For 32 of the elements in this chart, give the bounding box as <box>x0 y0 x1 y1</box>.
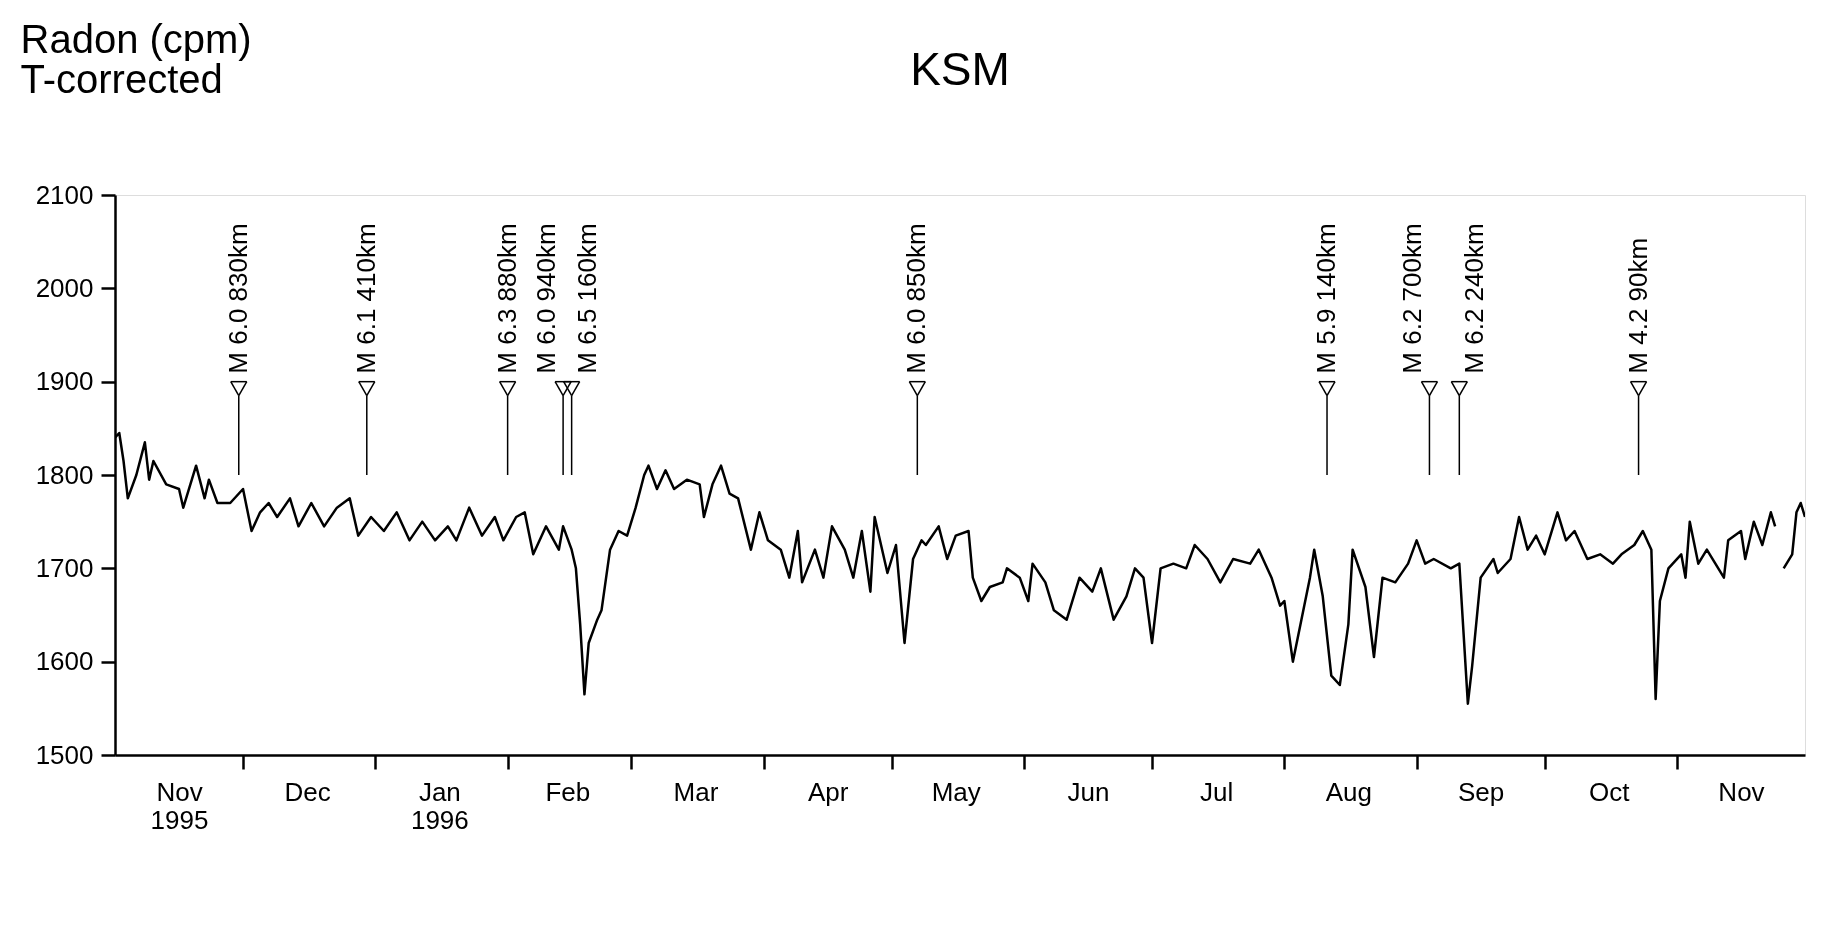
x-tick-label: Dec <box>284 776 331 807</box>
y-tick-label: 1500 <box>35 739 94 770</box>
ref-line-label: M 6.5 160km <box>571 223 602 374</box>
x-tick-label: Apr <box>807 776 849 807</box>
ref-line-label: M 6.2 700km <box>1397 223 1428 374</box>
ref-line-label: M 5.9 140km <box>1311 223 1342 374</box>
ref-line-label: M 4.2 90km <box>1622 237 1653 374</box>
ref-line-label: M 6.0 940km <box>531 223 562 374</box>
x-tick-label: Feb <box>545 776 591 807</box>
x-tick-label: Jan 1996 <box>410 776 469 835</box>
x-tick-label: Sep <box>1458 776 1505 807</box>
x-tick-label: Oct <box>1588 776 1631 807</box>
ref-line-label: M 6.0 830km <box>222 223 253 374</box>
ref-line-label: M 6.2 240km <box>1459 223 1490 374</box>
x-tick-label: Aug <box>1325 776 1372 807</box>
y-tick-label: 2000 <box>35 272 94 303</box>
y-tick-label: 2100 <box>35 179 94 210</box>
ref-line-label: M 6.3 880km <box>491 223 522 374</box>
x-tick-label: Mar <box>673 776 719 807</box>
y-tick-label: 1800 <box>35 459 94 490</box>
x-tick-label: May <box>931 776 981 807</box>
y-axis-title: Radon (cpm) T-corrected <box>20 16 252 101</box>
chart-title: KSM <box>910 43 1010 95</box>
x-tick-label: Jul <box>1199 776 1234 807</box>
ref-line-label: M 6.0 850km <box>901 223 932 374</box>
x-tick-label: Nov 1995 <box>150 776 209 835</box>
ref-line-label: M 6.1 410km <box>350 223 381 374</box>
y-tick-label: 1700 <box>35 552 94 583</box>
x-tick-label: Jun <box>1067 776 1110 807</box>
x-tick-label: Nov <box>1718 776 1765 807</box>
y-tick-label: 1900 <box>35 366 94 397</box>
y-tick-label: 1600 <box>35 646 94 677</box>
